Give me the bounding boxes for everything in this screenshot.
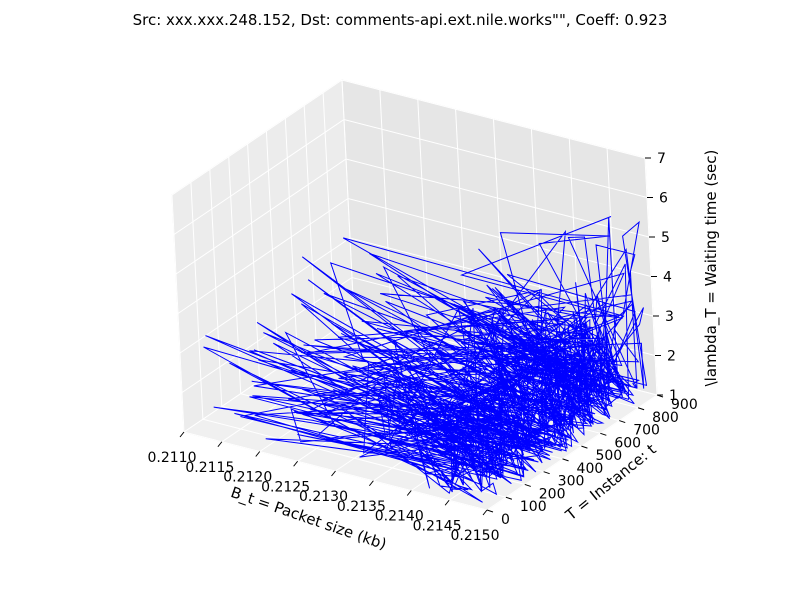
- x-tick-label: 0.2110: [148, 450, 197, 466]
- y-tick: [543, 471, 550, 475]
- x-tick: [482, 509, 488, 516]
- z-tick-label: 7: [657, 151, 666, 167]
- y-tick-label: 500: [595, 448, 622, 464]
- y-tick-label: 0: [501, 512, 510, 528]
- z-gridline: [177, 197, 652, 314]
- y-tick-label: 100: [520, 499, 547, 515]
- z-tick-label: 5: [661, 230, 670, 246]
- y-tick: [600, 432, 607, 436]
- y-tick: [619, 420, 626, 424]
- x-tick-label: 0.2130: [299, 489, 348, 505]
- x-tick: [331, 470, 336, 477]
- y-tick: [637, 407, 645, 411]
- z-gridline: [175, 158, 650, 275]
- z-gridline: [173, 118, 648, 235]
- y-tick: [562, 458, 569, 462]
- z-tick-label: 4: [663, 270, 672, 286]
- y-tick-label: 900: [671, 397, 698, 413]
- y-tick: [524, 483, 531, 487]
- x-tick: [217, 441, 223, 448]
- y-tick: [581, 445, 588, 449]
- y-tick-label: 300: [558, 474, 585, 490]
- y-tick-label: 700: [633, 423, 660, 439]
- x-tick-label: 0.2145: [413, 518, 462, 534]
- x-tick-label: 0.2135: [337, 499, 386, 515]
- chart-title: Src: xxx.xxx.248.152, Dst: comments-api.…: [133, 11, 668, 29]
- x-tick: [406, 490, 412, 496]
- data-series: [203, 216, 648, 503]
- y-tick-label: 400: [577, 461, 604, 477]
- y-tick: [505, 496, 513, 500]
- z-tick-label: 2: [667, 349, 676, 365]
- z-gridline: [179, 237, 654, 354]
- z-gridline: [171, 79, 646, 196]
- z-tick-label: 1: [669, 388, 678, 404]
- y-tick-label: 800: [652, 410, 679, 426]
- x-tick: [444, 499, 450, 506]
- x-tick-label: 0.2150: [451, 528, 500, 544]
- y-tick-label: 600: [614, 435, 641, 451]
- x-tick-label: 0.2120: [223, 470, 272, 486]
- y-tick-label: 200: [539, 486, 566, 502]
- x-tick-label: 0.2125: [261, 479, 310, 495]
- y-tick: [486, 509, 494, 513]
- x-tick-label: 0.2115: [185, 460, 234, 476]
- z-tick-label: 6: [659, 191, 668, 207]
- ticks: 0.21100.21150.21200.21250.21300.21350.21…: [148, 151, 698, 544]
- x-tick: [255, 451, 261, 457]
- z-tick-label: 3: [665, 309, 674, 325]
- x-tick: [293, 460, 299, 467]
- series-line: [203, 216, 648, 503]
- z-axis-label: \lambda_T = Waiting time (sec): [702, 150, 721, 387]
- x-tick: [179, 431, 185, 438]
- x-tick-label: 0.2140: [375, 509, 424, 525]
- x-tick: [368, 480, 374, 487]
